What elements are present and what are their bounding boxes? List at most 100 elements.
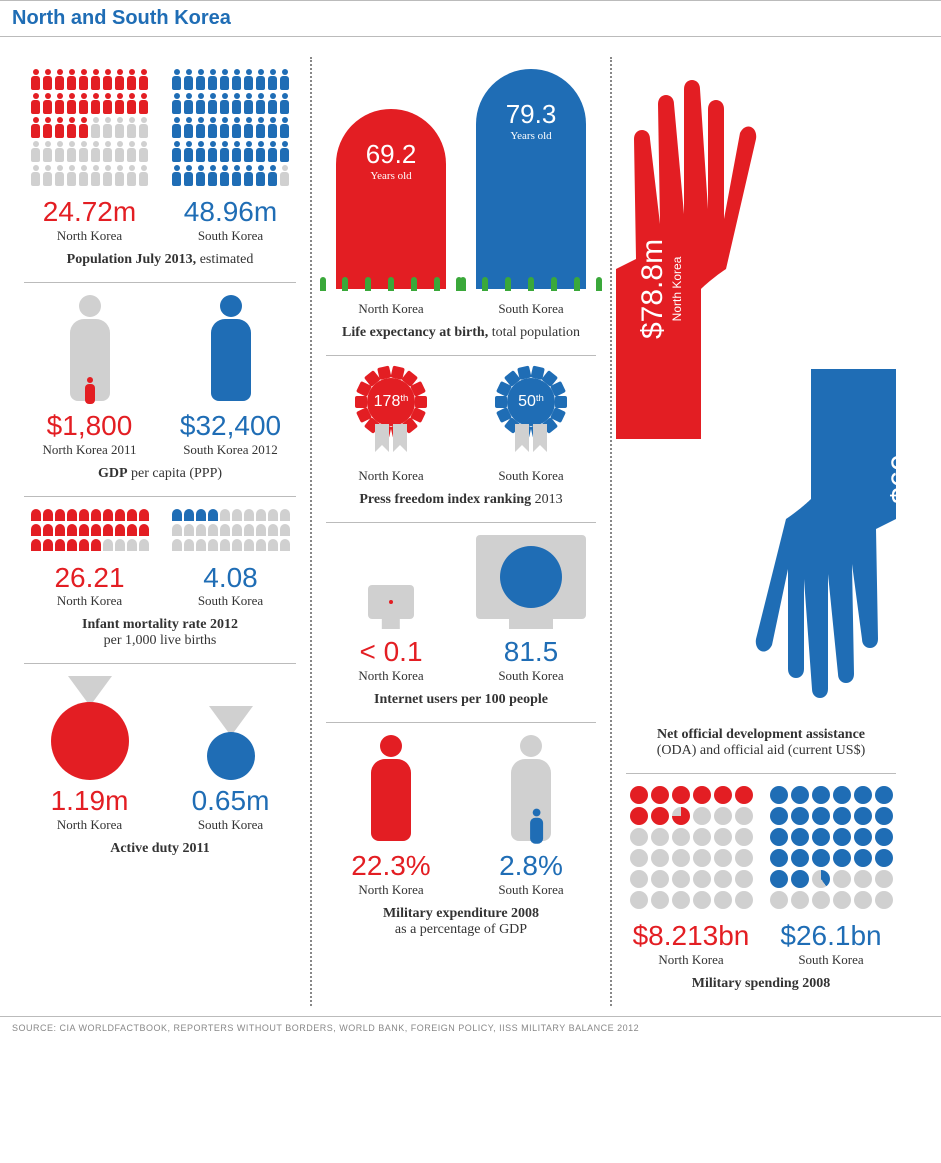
panel-oda: $78.8m North Korea -$69m South Korea <box>626 57 896 773</box>
hands-figure: $78.8m North Korea -$69m South Korea <box>626 69 896 719</box>
oda-caption-line2: (ODA) and official aid (current US$) <box>657 743 866 758</box>
infant-caption: Infant mortality rate 2012 per 1,000 liv… <box>24 617 296 649</box>
infant-south-label: South Korea <box>198 593 263 609</box>
milspend-south-label: South Korea <box>798 952 863 968</box>
population-south-label: South Korea <box>198 228 263 244</box>
monitor-dot-icon <box>500 546 562 608</box>
population-caption-rest: estimated <box>196 252 253 267</box>
source-footer: SOURCE: CIA WORLDFACTBOOK, REPORTERS WIT… <box>0 1016 941 1039</box>
page-title: North and South Korea <box>12 7 929 30</box>
population-south: 48.96m South Korea <box>165 69 296 244</box>
gdp-caption-rest: per capita (PPP) <box>128 466 222 481</box>
title-bar: North and South Korea <box>0 0 941 37</box>
milpct-south-label: South Korea <box>498 882 563 898</box>
panel-active-duty: 1.19m North Korea 0.65m South Korea Acti… <box>24 663 296 871</box>
milpct-north: 22.3% North Korea <box>326 735 456 898</box>
dots-grid-north <box>630 786 753 909</box>
people-grid-south <box>171 69 290 187</box>
activeduty-caption: Active duty 2011 <box>24 841 296 857</box>
milpct-caption-line2: as a percentage of GDP <box>395 922 527 937</box>
medal-icon-south <box>207 706 255 780</box>
activeduty-south-label: South Korea <box>198 817 263 833</box>
press-caption-rest: 2013 <box>531 492 563 507</box>
press-north-label: North Korea <box>358 468 423 484</box>
grass-icon <box>460 277 603 291</box>
monitor-icon-north <box>368 585 414 619</box>
infographic-page: North and South Korea 24.72m North Korea… <box>0 0 941 1039</box>
internet-caption-bold: Internet users per 100 people <box>374 692 548 707</box>
medal-icon-north <box>51 676 129 780</box>
gdp-north-label: North Korea 2011 <box>42 442 136 458</box>
disc-icon-blue <box>207 732 255 780</box>
gdp-south-label: South Korea 2012 <box>183 442 278 458</box>
infant-caption-line2: per 1,000 live births <box>104 633 217 648</box>
lifeexp-north-label: North Korea <box>358 301 423 317</box>
panel-infant-mortality: 26.21 North Korea 4.08 South Korea Infan… <box>24 496 296 664</box>
activeduty-south: 0.65m South Korea <box>165 706 296 833</box>
lifeexp-caption: Life expectancy at birth, total populati… <box>326 325 596 341</box>
milpct-south: 2.8% South Korea <box>466 735 596 898</box>
milspend-north: $8.213bn North Korea <box>626 786 756 968</box>
oda-caption: Net official development assistance (ODA… <box>626 727 896 759</box>
milpct-south-value: 2.8% <box>499 851 563 882</box>
oda-caption-bold: Net official development assistance <box>657 727 865 742</box>
person-icon-blue <box>201 295 261 405</box>
milspend-caption: Military spending 2008 <box>626 976 896 992</box>
gdp-south: $32,400 South Korea 2012 <box>165 295 296 458</box>
press-caption: Press freedom index ranking 2013 <box>326 492 596 508</box>
lifeexp-caption-rest: total population <box>488 325 580 340</box>
internet-north-value: < 0.1 <box>359 637 422 668</box>
infant-north-label: North Korea <box>57 593 122 609</box>
gdp-south-value: $32,400 <box>180 411 281 442</box>
population-caption: Population July 2013, estimated <box>24 252 296 268</box>
panel-gdp: $1,800 North Korea 2011 $32,400 South Ko… <box>24 282 296 496</box>
milpct-north-label: North Korea <box>358 882 423 898</box>
activeduty-south-value: 0.65m <box>192 786 270 817</box>
lifeexp-north-unit: Years old <box>370 170 411 182</box>
panel-life-expectancy: 69.2 Years old North Korea 79.3 Years ol… <box>326 57 596 355</box>
tombstone-big-red: 69.2 Years old <box>336 109 446 289</box>
milpct-north-value: 22.3% <box>351 851 430 882</box>
infant-south-value: 4.08 <box>203 563 258 594</box>
lifeexp-south-value: 79.3 <box>506 99 557 130</box>
press-caption-bold: Press freedom index ranking <box>359 492 531 507</box>
column-3: $78.8m North Korea -$69m South Korea <box>610 57 910 1006</box>
people-grid-north <box>30 69 149 187</box>
milspend-south: $26.1bn South Korea <box>766 786 896 968</box>
gdp-north-value: $1,800 <box>47 411 133 442</box>
press-south-label: South Korea <box>498 468 563 484</box>
press-south-value: 50th <box>507 378 555 426</box>
rosette-icon-blue: 50th <box>491 368 571 468</box>
lifeexp-caption-bold: Life expectancy at birth, <box>342 325 488 340</box>
content-grid: 24.72m North Korea 48.96m South Korea Po… <box>0 37 941 1016</box>
internet-south-label: South Korea <box>498 668 563 684</box>
population-caption-bold: Population July 2013, <box>67 252 197 267</box>
tombstone-big-blue: 79.3 Years old <box>476 69 586 289</box>
press-south: 50th South Korea <box>466 368 596 484</box>
column-1: 24.72m North Korea 48.96m South Korea Po… <box>10 57 310 1006</box>
population-north-value: 24.72m <box>43 197 136 228</box>
panel-internet: < 0.1 North Korea 81.5 South Korea Inter… <box>326 522 596 722</box>
milpct-caption-bold: Military expenditure 2008 <box>383 906 539 921</box>
person-icon-red <box>361 735 421 845</box>
hand-icon-blue: -$69m South Korea <box>706 369 906 719</box>
dots-grid-south <box>770 786 893 909</box>
population-north-label: North Korea <box>57 228 122 244</box>
oda-south-value: -$69m <box>886 429 919 514</box>
activeduty-north-label: North Korea <box>57 817 122 833</box>
press-north: 178th North Korea <box>326 368 456 484</box>
activeduty-north: 1.19m North Korea <box>24 676 155 833</box>
internet-north: < 0.1 North Korea <box>326 585 456 684</box>
monitor-dot-icon <box>389 600 393 604</box>
person-icon-small-blue <box>528 808 546 844</box>
activeduty-caption-bold: Active duty 2011 <box>110 841 210 856</box>
tombstone-grid-north <box>31 509 149 551</box>
internet-north-label: North Korea <box>358 668 423 684</box>
infant-north: 26.21 North Korea <box>24 509 155 610</box>
tombstone-grid-south <box>172 509 290 551</box>
grass-icon <box>320 277 463 291</box>
milpct-caption: Military expenditure 2008 as a percentag… <box>326 906 596 938</box>
milpct-south-figure <box>501 735 561 845</box>
infant-north-value: 26.21 <box>54 563 124 594</box>
milspend-caption-bold: Military spending 2008 <box>692 976 830 991</box>
